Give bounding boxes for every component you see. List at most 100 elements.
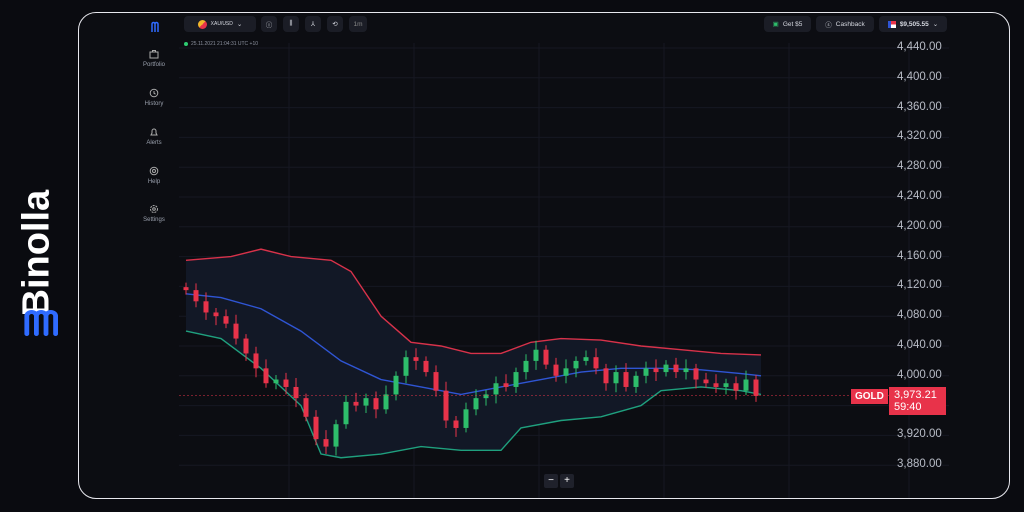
brand-logo: Binolla bbox=[8, 160, 68, 360]
asset-selector[interactable]: XAU/USD ⌄ bbox=[184, 16, 256, 32]
candle-body bbox=[623, 372, 629, 387]
price-tick: 4,400.00 bbox=[897, 70, 942, 83]
briefcase-icon bbox=[149, 50, 159, 59]
candle-body bbox=[373, 398, 379, 410]
candle-body bbox=[393, 375, 399, 395]
price-tick: 4,320.00 bbox=[897, 130, 942, 143]
sidebar-item-history[interactable]: History bbox=[129, 88, 179, 107]
candle-body bbox=[713, 383, 719, 387]
binolla-logo-icon bbox=[24, 310, 59, 336]
help-icon bbox=[149, 166, 159, 176]
current-price-label: 3,973.21 59:40 bbox=[889, 387, 946, 415]
price-tick: 4,040.00 bbox=[897, 339, 942, 351]
zoom-in-button[interactable]: + bbox=[560, 474, 574, 488]
lower-band-line bbox=[185, 330, 762, 459]
candle-body bbox=[673, 364, 679, 373]
candle-body bbox=[583, 357, 589, 361]
candle-body bbox=[613, 372, 619, 384]
upper-band-line bbox=[185, 248, 762, 356]
price-tick: 4,280.00 bbox=[897, 160, 942, 173]
price-tick: 4,200.00 bbox=[897, 219, 942, 232]
price-tick: 4,240.00 bbox=[897, 190, 942, 202]
bell-icon bbox=[150, 128, 158, 136]
cashback-icon: ⓢ bbox=[825, 22, 832, 29]
info-button[interactable]: ⓘ bbox=[261, 16, 277, 32]
candle-body bbox=[543, 349, 549, 365]
balance-selector[interactable]: $9,505.55 ⌄ bbox=[879, 16, 947, 32]
sidebar-item-alerts[interactable]: Alerts bbox=[129, 127, 179, 146]
chart-type-button[interactable]: ⟲ bbox=[327, 16, 343, 32]
candle-body bbox=[443, 390, 449, 421]
sidebar-label: History bbox=[144, 101, 164, 107]
candle-body bbox=[223, 316, 229, 324]
candle-body bbox=[753, 379, 759, 396]
gear-icon bbox=[150, 205, 158, 213]
app-logo-icon bbox=[151, 21, 159, 32]
timeframe-label: 1m bbox=[353, 20, 363, 28]
candle-body bbox=[423, 360, 429, 373]
compass-icon: ⅄ bbox=[311, 21, 315, 28]
candle-body bbox=[653, 368, 659, 373]
candle-body bbox=[693, 368, 699, 380]
asset-name: XAU/USD bbox=[210, 21, 233, 27]
candle-body bbox=[403, 357, 409, 376]
drawing-tools-button[interactable]: ⅄ bbox=[305, 16, 321, 32]
price-tick: 4,360.00 bbox=[897, 100, 942, 113]
candle-body bbox=[343, 401, 349, 425]
server-time: 25.11.2021 21:04:31 UTC +10 bbox=[184, 41, 258, 47]
gift-icon: ▣ bbox=[772, 21, 779, 28]
candle-body bbox=[333, 424, 339, 447]
symbol-badge: GOLD bbox=[851, 389, 888, 404]
sidebar-item-settings[interactable]: Settings bbox=[129, 204, 179, 223]
price-tick: 3,880.00 bbox=[897, 458, 942, 471]
candle-body bbox=[483, 394, 489, 399]
indicators-icon: ⫼ bbox=[289, 20, 293, 27]
candle-body bbox=[413, 357, 419, 361]
candle-body bbox=[643, 368, 649, 376]
sidebar-item-help[interactable]: Help bbox=[129, 166, 179, 185]
candle-body bbox=[603, 368, 609, 384]
price-tick: 4,080.00 bbox=[897, 309, 942, 322]
candle-body bbox=[353, 401, 359, 406]
sidebar: Portfolio History Alerts Help Settings bbox=[129, 13, 179, 498]
candle-body bbox=[553, 364, 559, 376]
candle-body bbox=[683, 368, 689, 373]
candle-body bbox=[663, 364, 669, 373]
price-chart[interactable] bbox=[79, 13, 1010, 499]
candle-body bbox=[233, 323, 239, 339]
price-tick: 4,000.00 bbox=[897, 368, 942, 381]
chevron-down-icon: ⌄ bbox=[932, 21, 939, 28]
timeframe-button[interactable]: 1m bbox=[349, 16, 367, 32]
get-bonus-label: Get $5 bbox=[782, 20, 803, 28]
zoom-controls: − + bbox=[544, 474, 574, 488]
candle-body bbox=[243, 338, 249, 354]
trading-app-window: Portfolio History Alerts Help Settings X… bbox=[78, 12, 1010, 499]
price-tick: 4,440.00 bbox=[897, 41, 942, 53]
candle-body bbox=[703, 379, 709, 384]
candle-body bbox=[303, 398, 309, 417]
candle-body bbox=[733, 383, 739, 391]
get-bonus-button[interactable]: ▣ Get $5 bbox=[764, 16, 811, 32]
candle-body bbox=[213, 312, 219, 317]
balance-amount: $9,505.55 bbox=[899, 20, 929, 28]
cashback-button[interactable]: ⓢ Cashback bbox=[816, 16, 874, 32]
info-icon: ⓘ bbox=[265, 22, 273, 29]
cashback-label: Cashback bbox=[835, 20, 865, 28]
zoom-out-button[interactable]: − bbox=[544, 474, 558, 488]
current-price: 3,973.21 bbox=[894, 389, 937, 401]
candle-body bbox=[433, 372, 439, 391]
middle-band-line bbox=[185, 293, 762, 396]
sidebar-item-portfolio[interactable]: Portfolio bbox=[129, 49, 179, 68]
sidebar-label: Portfolio bbox=[142, 62, 165, 68]
candle-body bbox=[273, 379, 279, 384]
candle-body bbox=[203, 301, 209, 313]
candle-body bbox=[193, 290, 199, 302]
candle-body bbox=[573, 360, 579, 369]
candle-countdown: 59:40 bbox=[894, 401, 922, 413]
candle-body bbox=[493, 383, 499, 395]
sidebar-label: Help bbox=[147, 179, 161, 185]
candle-body bbox=[453, 420, 459, 428]
sidebar-label: Settings bbox=[143, 217, 165, 223]
indicators-button[interactable]: ⫼ bbox=[283, 16, 299, 32]
candle-body bbox=[563, 368, 569, 376]
